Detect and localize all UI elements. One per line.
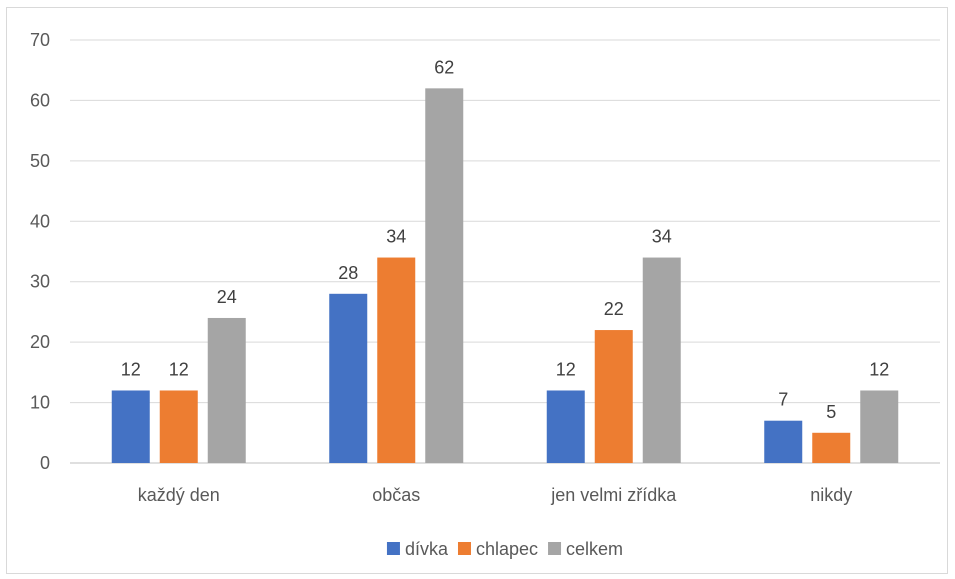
y-tick-label: 70: [30, 30, 50, 50]
category-label: občas: [372, 485, 420, 505]
legend-swatch-celkem: [548, 542, 562, 555]
data-label: 34: [386, 227, 406, 247]
legend-label: chlapec: [476, 539, 538, 559]
bar-chlapec-3: [812, 432, 851, 463]
gridlines: [70, 39, 940, 464]
bar-celkem-0: [207, 317, 246, 463]
data-label: 22: [604, 299, 624, 319]
legend-label: celkem: [566, 539, 623, 559]
data-label: 12: [169, 359, 189, 379]
y-tick-label: 60: [30, 90, 50, 110]
chart-frame: [6, 7, 948, 574]
bar-celkem-2: [642, 257, 681, 463]
data-label: 12: [869, 359, 889, 379]
data-label: 7: [778, 390, 788, 410]
data-label: 34: [652, 227, 672, 247]
legend-swatch-dívka: [386, 542, 400, 555]
category-label: jen velmi zřídka: [550, 485, 677, 505]
bar-celkem-1: [425, 88, 464, 463]
bar-dívka-0: [111, 390, 150, 463]
bar-dívka-3: [764, 420, 803, 463]
data-label: 28: [338, 263, 358, 283]
category-label: každý den: [138, 485, 220, 505]
data-label: 24: [217, 287, 237, 307]
legend-swatch-chlapec: [457, 542, 471, 555]
data-label: 62: [434, 57, 454, 77]
y-tick-label: 0: [40, 453, 50, 473]
bar-chlapec-2: [594, 330, 633, 463]
data-label: 12: [556, 359, 576, 379]
data-label: 12: [121, 359, 141, 379]
y-tick-label: 20: [30, 332, 50, 352]
bar-chlapec-0: [159, 390, 198, 463]
bar-dívka-2: [546, 390, 585, 463]
data-label: 5: [826, 402, 836, 422]
bar-chlapec-1: [377, 257, 416, 463]
legend-label: dívka: [405, 539, 449, 559]
bar-dívka-1: [329, 293, 368, 463]
y-tick-label: 30: [30, 272, 50, 292]
y-tick-label: 40: [30, 211, 50, 231]
legend: dívka chlapec celkem: [386, 539, 623, 559]
y-tick-label: 10: [30, 393, 50, 413]
y-axis-tick-labels: 0 10 20 30 40 50 60 70: [30, 30, 50, 473]
y-tick-label: 50: [30, 151, 50, 171]
data-labels: 12 12 24 28 34 62 12 22 34 7 5 12: [121, 57, 890, 421]
x-axis-category-labels: každý den občas jen velmi zřídka nikdy: [138, 485, 853, 505]
category-label: nikdy: [810, 485, 852, 505]
bars: [111, 88, 899, 463]
bar-celkem-3: [860, 390, 899, 463]
